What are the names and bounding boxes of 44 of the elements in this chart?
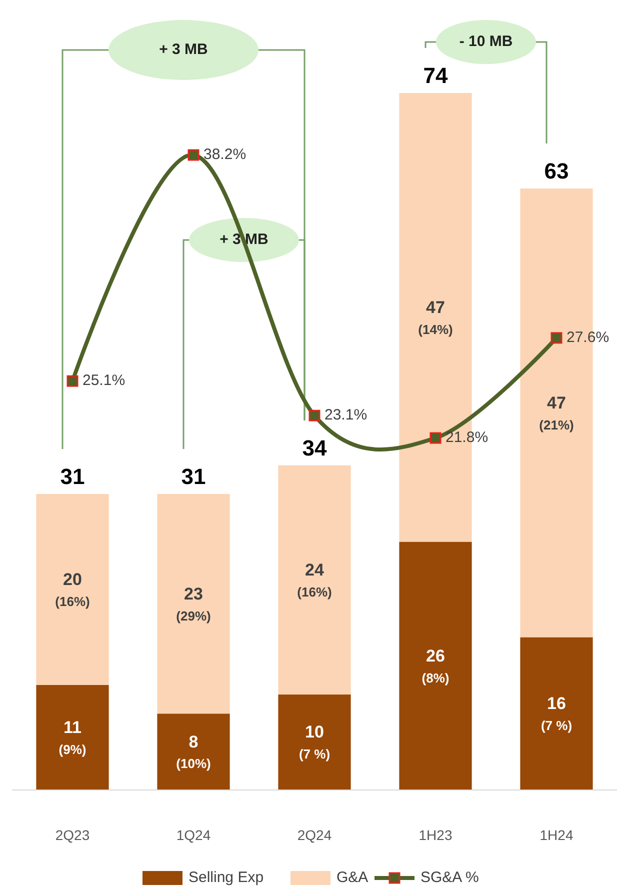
data-label: 47 (14%) [418,298,453,337]
legend-label: G&A [336,868,368,886]
total-label: 63 [544,158,569,184]
total-label: 31 [60,464,85,490]
legend-label: SG&A % [420,868,479,886]
point [66,375,78,387]
bar [157,494,230,714]
text: + 3 MB [159,40,208,58]
bar [278,694,351,790]
data-label: 8 (10%) [176,732,211,772]
data-label: 23.1% [324,406,368,424]
total-label: 74 [423,63,448,88]
annotation: + 3 MB [220,230,269,248]
point [188,149,200,161]
data-label: 21.8% [446,428,488,446]
data-label: 20 (16%) [55,570,90,609]
x-tick-label: 2Q24 [297,827,332,843]
bar [520,637,593,790]
total-label: 34 [302,435,328,460]
x-tick-label: 2Q23 [55,827,90,843]
point [308,410,320,422]
x-tick-label: 1H24 [540,827,574,843]
total-label: 31 [181,464,206,490]
point [550,332,562,344]
data-label: 25.1% [82,372,126,390]
bar [278,465,351,695]
point [430,432,442,444]
bar [157,714,230,790]
text: - 10 MB [459,32,513,50]
x-tick-label: 1Q24 [176,827,211,843]
x-tick-label: 1H23 [418,827,452,843]
bar [36,684,109,790]
bar [399,542,472,790]
data-label: 10 (7 %) [298,722,330,762]
data-label: 11 (9%) [58,718,86,757]
data-label: 16 (7 %) [540,694,572,734]
data-label: 26 (8%) [422,646,450,686]
data-label: 24 (16%) [297,560,332,600]
bar [36,494,109,685]
data-label: 47 (21%) [539,393,574,432]
data-label: 27.6% [566,328,610,346]
data-label: 38.2% [204,146,246,163]
data-label: 23 (29%) [176,584,211,624]
legend-label: Selling Exp [188,868,264,886]
